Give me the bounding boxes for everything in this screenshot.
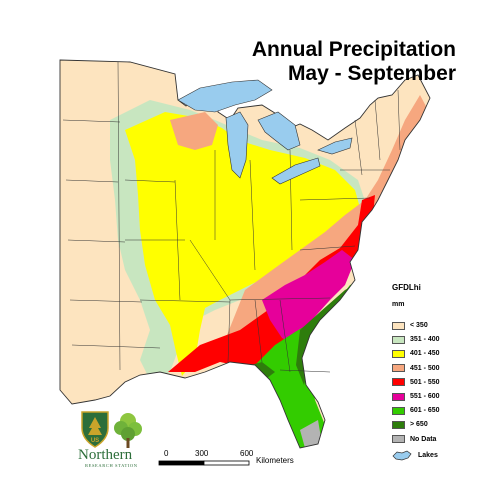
legend-row: 601 - 650	[392, 404, 440, 417]
legend-swatch	[392, 392, 405, 401]
legend-swatch	[392, 420, 405, 429]
scale-bar-graphic	[158, 460, 250, 466]
lake-icon	[392, 450, 412, 461]
zone-451-500-north	[170, 112, 218, 150]
legend-label: No Data	[410, 435, 437, 443]
logo-graphics: US	[81, 411, 142, 448]
legend-swatch	[392, 335, 405, 344]
legend-swatch	[392, 435, 405, 444]
legend-label: > 650	[410, 421, 428, 429]
map-title-line2: May - September	[287, 62, 456, 85]
tree-icon	[114, 413, 142, 448]
legend-lakes: Lakes	[392, 450, 438, 461]
zone-551-600	[262, 250, 355, 345]
legend-model-name: GFDLhi	[392, 283, 421, 292]
legend: GFDLhi mm < 350 351 - 400 401 - 450 451 - 5…	[392, 283, 492, 461]
scale-unit: Kilometers	[256, 456, 294, 465]
legend-label: 551 - 600	[410, 393, 440, 400]
org-name: Northern	[78, 447, 133, 463]
zone-no-data	[300, 420, 322, 448]
legend-label: 601 - 650	[410, 407, 440, 415]
great-lakes	[177, 79, 353, 185]
legend-label: 401 - 450	[410, 350, 440, 358]
lake-ontario	[317, 137, 353, 155]
legend-row: < 350	[392, 319, 428, 332]
legend-lakes-label: Lakes	[418, 452, 438, 459]
legend-row: > 650	[392, 418, 428, 431]
legend-row: 551 - 600	[392, 390, 440, 403]
legend-label: 451 - 500	[410, 364, 440, 372]
legend-row: 401 - 450	[392, 347, 440, 360]
lake-huron	[257, 111, 301, 151]
legend-row: 351 - 400	[392, 333, 440, 346]
legend-label: < 350	[410, 322, 428, 329]
shield-lettering: US	[91, 438, 99, 444]
legend-row: 451 - 500	[392, 362, 440, 375]
lake-superior	[177, 79, 273, 113]
forest-service-shield-icon: US	[81, 411, 109, 448]
legend-unit: mm	[392, 301, 405, 308]
legend-label: 351 - 400	[410, 336, 440, 344]
legend-swatch	[392, 378, 405, 387]
lake-michigan	[225, 111, 249, 179]
legend-row: 501 - 550	[392, 376, 440, 389]
scale-tick-600: 600	[240, 449, 254, 458]
scale-tick-0: 0	[164, 449, 169, 458]
legend-swatch	[392, 406, 405, 415]
legend-label: 501 - 550	[410, 378, 440, 386]
org-subtitle: RESEARCH STATION	[85, 463, 138, 468]
agency-logos: US Northern RESEARCH STATION	[78, 408, 174, 474]
lake-erie	[271, 157, 321, 185]
legend-row: No Data	[392, 433, 436, 446]
legend-swatch	[392, 349, 405, 358]
legend-swatch	[392, 321, 405, 330]
legend-swatch	[392, 364, 405, 373]
state-boundaries	[59, 59, 431, 449]
zone-401-450	[125, 112, 362, 376]
map-title-line1: Annual Precipitation	[251, 38, 456, 61]
scale-tick-300: 300	[195, 449, 209, 458]
